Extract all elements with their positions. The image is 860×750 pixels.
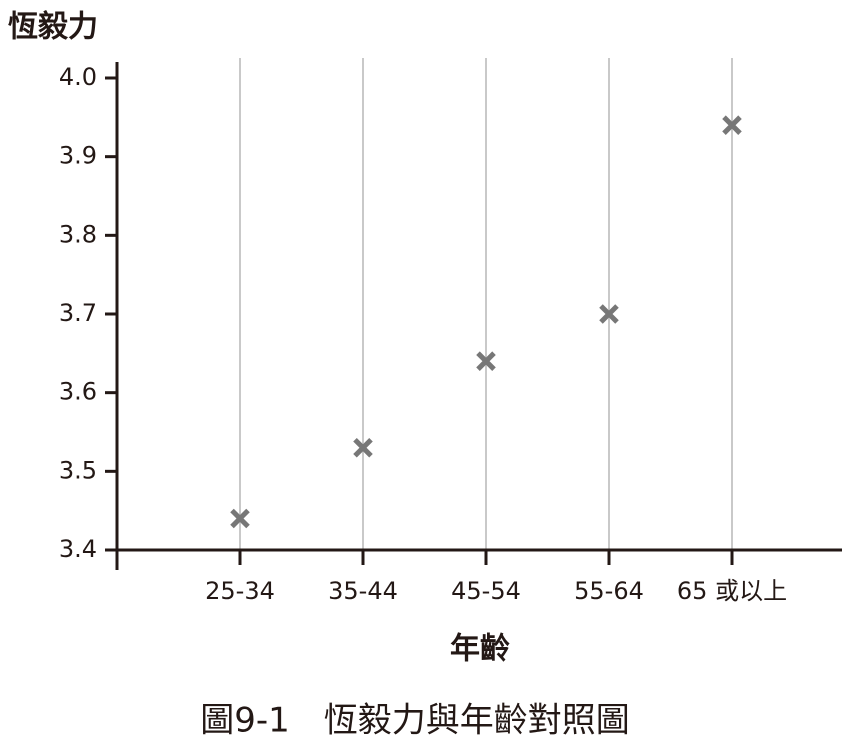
x-tick-label: 65 或以上: [677, 577, 787, 605]
marker-stroke: [353, 437, 373, 458]
marker-stroke: [230, 508, 250, 529]
y-tick-label: 3.7: [59, 299, 97, 327]
x-tick-label: 25-34: [205, 577, 275, 605]
y-tick-label: 3.6: [59, 378, 97, 406]
y-tick-label: 3.4: [59, 535, 97, 563]
y-tick-label: 4.0: [59, 63, 97, 91]
marker: [599, 304, 619, 324]
x-tick-label: 45-54: [451, 577, 521, 605]
y-axis-label: 恆毅力: [8, 10, 98, 45]
marker: [353, 437, 373, 458]
marker-stroke: [476, 351, 496, 371]
x-axis-label: 年齡: [450, 632, 510, 667]
marker: [476, 351, 496, 371]
marker-stroke: [722, 115, 742, 135]
y-tick-label: 3.9: [59, 142, 97, 170]
marker-stroke: [599, 304, 619, 324]
x-tick-label: 35-44: [328, 577, 398, 605]
y-tick-label: 3.5: [59, 456, 97, 484]
caption: 圖9-1 恆毅力與年齡對照圖: [200, 701, 630, 741]
x-tick-label: 55-64: [574, 577, 644, 605]
marker: [230, 508, 250, 529]
y-tick-label: 3.8: [59, 220, 97, 248]
marker: [722, 115, 742, 135]
